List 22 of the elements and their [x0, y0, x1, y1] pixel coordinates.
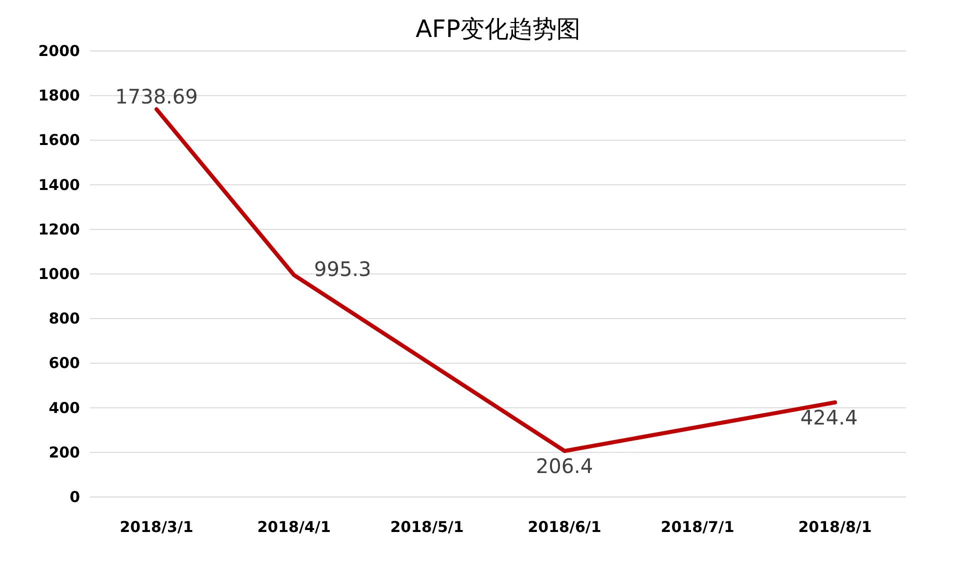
- y-tick-label: 1400: [38, 176, 80, 194]
- y-tick-label: 1000: [38, 265, 80, 283]
- chart-title: AFP变化趋势图: [416, 15, 580, 43]
- data-label: 995.3: [314, 257, 372, 282]
- y-tick-label: 1600: [38, 131, 80, 150]
- data-label: 206.4: [536, 454, 594, 478]
- y-tick-label: 400: [48, 398, 80, 417]
- x-tick-label: 2018/7/1: [660, 518, 734, 536]
- y-tick-label: 1200: [38, 220, 80, 238]
- x-tick-label: 2018/5/1: [390, 518, 464, 536]
- x-tick-label: 2018/3/1: [120, 518, 194, 536]
- data-label: 424.4: [800, 405, 858, 430]
- x-tick-label: 2018/6/1: [528, 518, 602, 536]
- y-tick-label: 1800: [38, 86, 80, 105]
- y-tick-label: 800: [48, 310, 80, 328]
- x-tick-label: 2018/4/1: [257, 518, 331, 536]
- y-tick-label: 600: [48, 354, 80, 372]
- data-label: 1738.69: [115, 84, 198, 108]
- x-tick-label: 2018/8/1: [798, 518, 872, 536]
- y-tick-label: 200: [48, 443, 80, 462]
- y-tick-label: 2000: [38, 42, 80, 60]
- y-tick-label: 0: [70, 488, 80, 506]
